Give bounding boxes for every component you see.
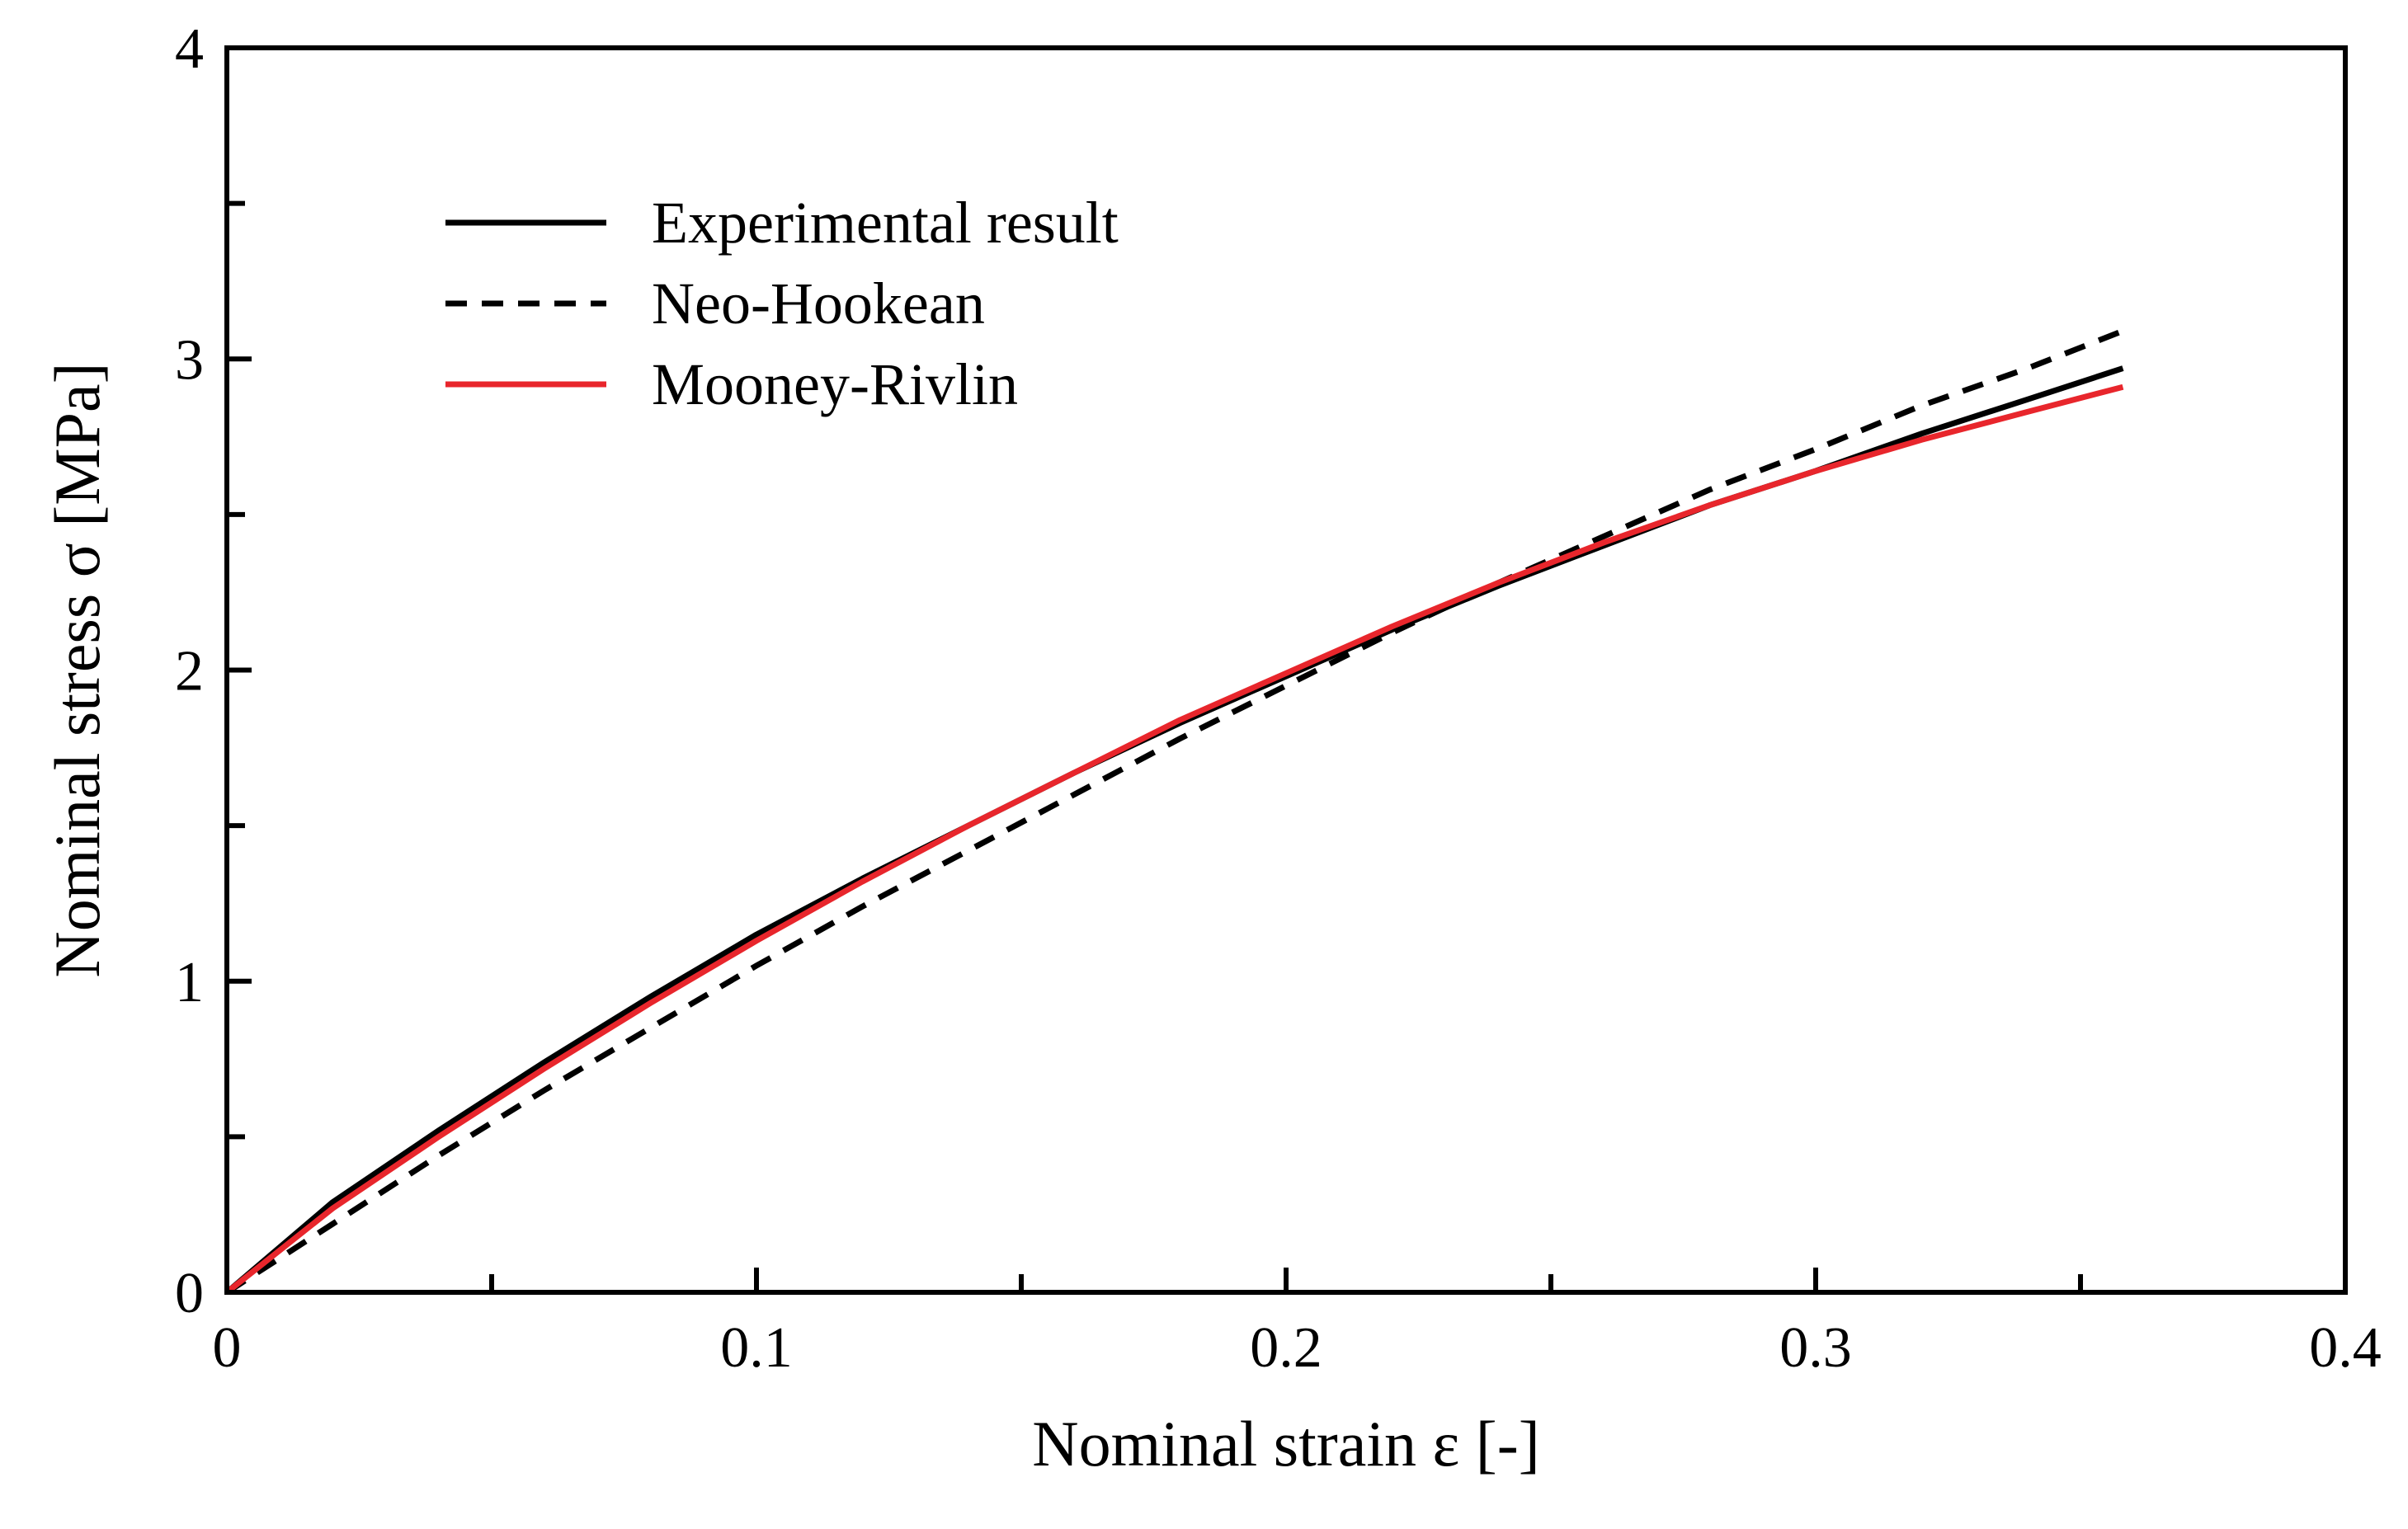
- series-line-neo-hookean: [225, 328, 2124, 1295]
- series-layer: [224, 328, 2124, 1295]
- x-tick-label: 0: [213, 1316, 242, 1380]
- y-tick-label: 0: [175, 1262, 204, 1325]
- series-line-mooney-rivlin: [224, 383, 2124, 1295]
- y-tick-label: 2: [175, 640, 204, 703]
- x-tick-label: 0.4: [2309, 1316, 2382, 1380]
- y-axis-label: Nominal stress σ [MPa]: [41, 362, 113, 977]
- x-axis-label: Nominal strain ε [-]: [1032, 1408, 1539, 1480]
- y-tick-label: 4: [175, 17, 204, 81]
- y-tick-label: 1: [175, 951, 204, 1014]
- x-tick-label: 0.3: [1779, 1316, 1852, 1380]
- tick-layer: 0 0.1 0.2 0.3 0.4 0 1 2 3 4: [175, 17, 2382, 1380]
- x-tick-label: 0.2: [1250, 1316, 1322, 1380]
- legend: Experimental result Neo-Hookean Mooney-Riv…: [445, 190, 1119, 417]
- x-tick-label: 0.1: [720, 1316, 793, 1380]
- legend-label-experimental-result: Experimental result: [652, 190, 1119, 256]
- series-line-experimental-result: [224, 365, 2124, 1295]
- legend-label-mooney-rivlin: Mooney-Rivlin: [652, 351, 1018, 417]
- y-tick-label: 3: [175, 328, 204, 392]
- legend-label-neo-hookean: Neo-Hookean: [652, 271, 985, 336]
